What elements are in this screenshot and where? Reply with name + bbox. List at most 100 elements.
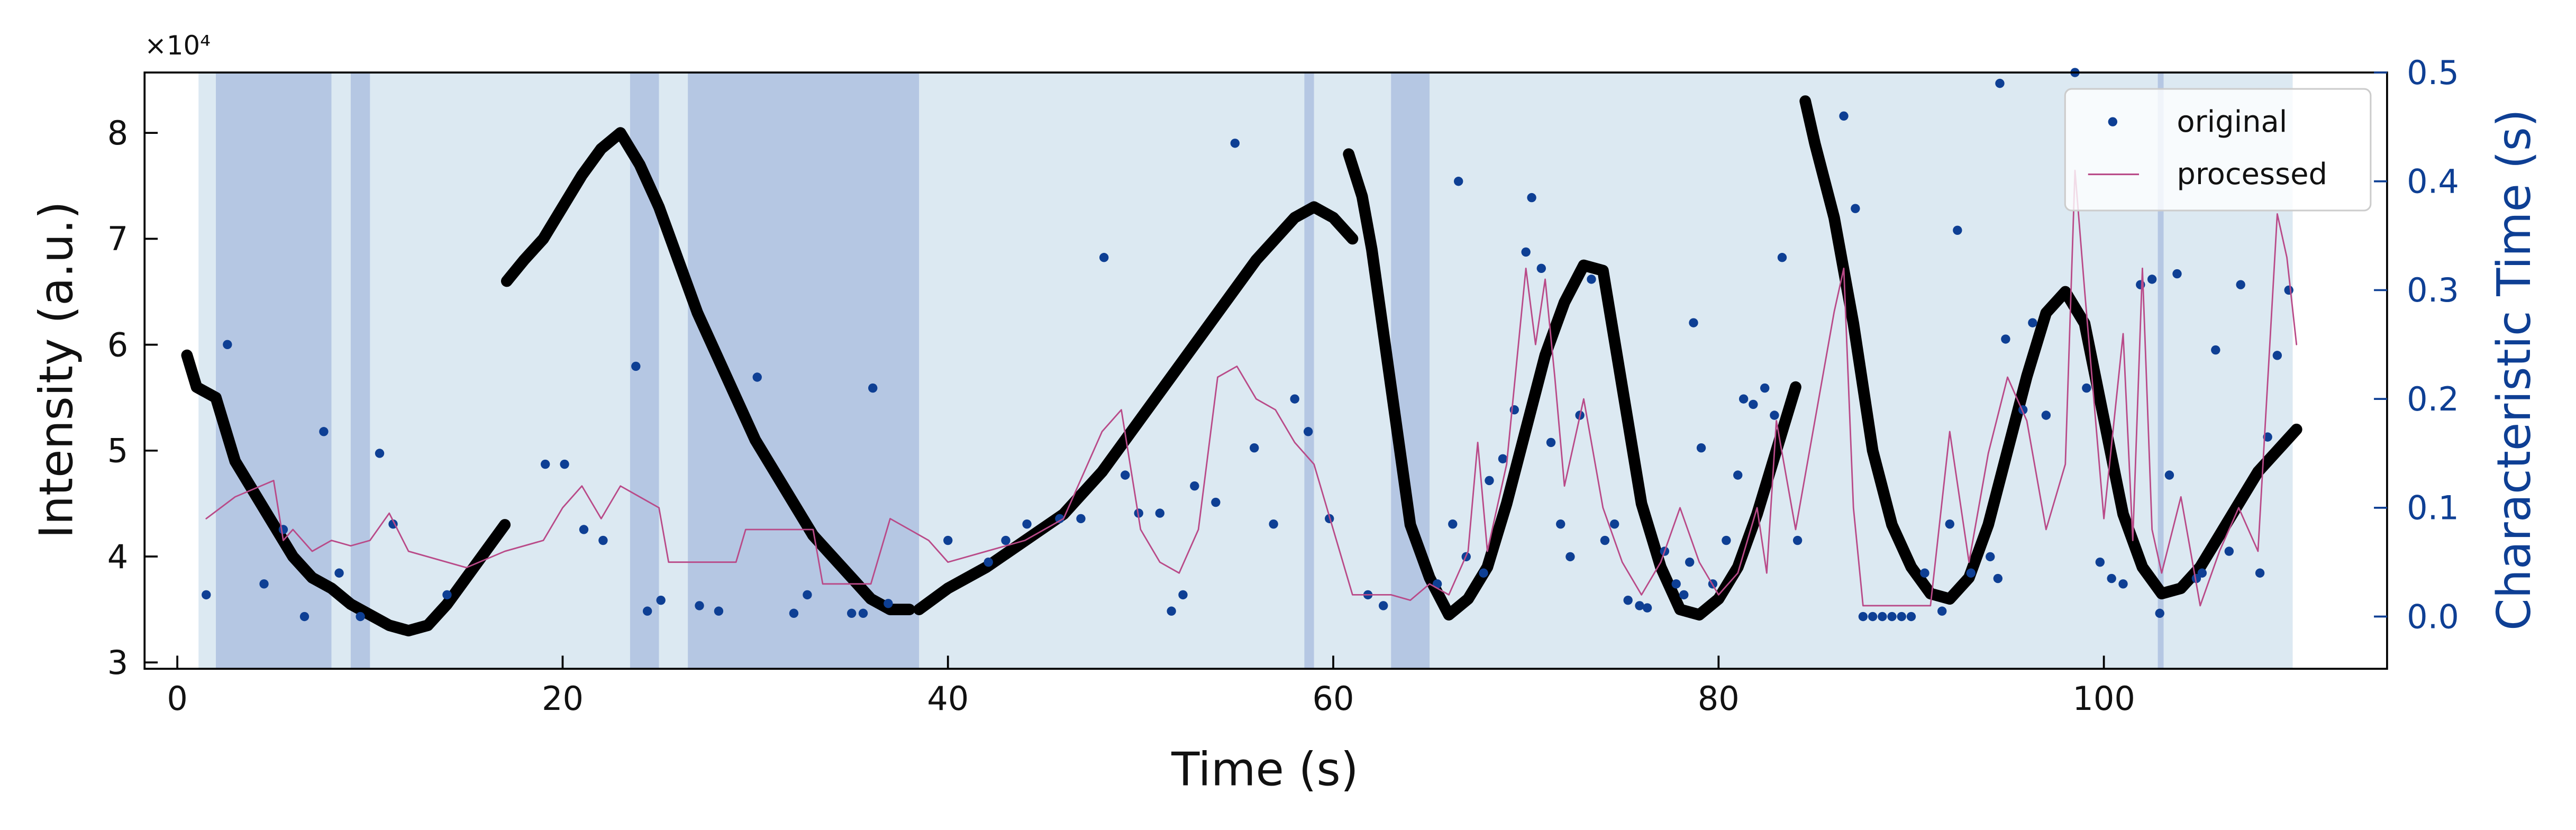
- data-point: [656, 595, 666, 605]
- data-point: [1600, 535, 1610, 545]
- y-tick-label: 4: [107, 537, 129, 576]
- y-offset-label: ×10⁴: [144, 30, 211, 61]
- data-point: [695, 601, 704, 610]
- data-point: [1738, 394, 1749, 404]
- data-point: [2147, 275, 2157, 284]
- data-point: [356, 612, 365, 622]
- data-point: [598, 535, 608, 545]
- data-point: [319, 427, 329, 436]
- data-point: [2197, 568, 2207, 578]
- data-point: [1749, 399, 1758, 409]
- data-point: [1851, 204, 1860, 213]
- y-tick-label: 3: [107, 643, 129, 682]
- data-point: [1995, 78, 2005, 88]
- highlight-span: [1304, 72, 1314, 669]
- data-point: [868, 383, 878, 393]
- data-point: [1986, 552, 1995, 562]
- data-point: [1379, 601, 1388, 610]
- data-point: [631, 361, 641, 371]
- x-tick-label: 20: [542, 679, 584, 718]
- data-point: [1055, 514, 1064, 524]
- data-point: [1966, 568, 1976, 578]
- data-point: [2107, 573, 2116, 583]
- data-point: [223, 340, 232, 349]
- plot-frame: [143, 71, 2388, 670]
- data-point: [1022, 519, 1032, 529]
- data-point: [1777, 253, 1787, 262]
- data-point: [1770, 411, 1779, 420]
- data-point: [1269, 519, 1278, 529]
- data-point: [1178, 590, 1188, 600]
- data-point: [1485, 476, 1494, 486]
- data-point: [1642, 603, 1652, 613]
- data-point: [984, 557, 993, 567]
- data-point: [1906, 612, 1916, 622]
- data-point: [1479, 568, 1488, 578]
- y-tick-label: 7: [107, 220, 129, 258]
- data-point: [2082, 383, 2091, 393]
- data-point: [1993, 573, 2003, 583]
- data-point: [1303, 427, 1313, 436]
- x-tick-label: 40: [927, 679, 969, 718]
- legend-label: original: [2177, 105, 2287, 139]
- data-point: [1099, 253, 1109, 262]
- data-point: [1679, 590, 1689, 600]
- data-point: [1868, 612, 1878, 622]
- data-point: [1733, 470, 1743, 480]
- data-point: [846, 608, 857, 618]
- y2-tick-label: 0.4: [2407, 162, 2459, 200]
- data-point: [2236, 280, 2245, 289]
- intensity-line: [181, 95, 2302, 637]
- data-point: [1167, 606, 1176, 616]
- data-point: [2095, 557, 2105, 567]
- data-point: [2155, 608, 2164, 618]
- data-point: [1587, 275, 1596, 284]
- data-point: [752, 372, 762, 382]
- data-point: [1001, 535, 1011, 545]
- data-point: [375, 449, 385, 458]
- legend-box: [2064, 88, 2372, 212]
- highlight-span: [2158, 72, 2164, 669]
- data-point: [2164, 470, 2174, 480]
- data-point: [579, 525, 589, 534]
- data-point: [1076, 514, 1086, 524]
- data-point: [2255, 568, 2265, 578]
- y2-tick-label: 0.5: [2407, 53, 2459, 92]
- data-point: [1211, 497, 1221, 507]
- highlight-span: [1391, 72, 1430, 669]
- data-point: [1121, 470, 1130, 480]
- data-point: [1839, 111, 1849, 121]
- data-point: [278, 525, 288, 534]
- data-point: [2041, 411, 2051, 420]
- data-point: [1623, 595, 1633, 605]
- data-point: [1722, 535, 1731, 545]
- y2-tick-label: 0.0: [2407, 597, 2459, 636]
- data-point: [1937, 606, 1947, 616]
- data-point: [1887, 612, 1897, 622]
- data-point: [299, 612, 310, 622]
- highlight-span: [350, 72, 370, 669]
- background-span: [198, 72, 2293, 669]
- x-tick-label: 0: [167, 679, 188, 718]
- y2-tick-label: 0.3: [2407, 271, 2459, 309]
- data-point: [2272, 351, 2282, 360]
- data-point: [1546, 437, 1556, 448]
- data-point: [1155, 508, 1164, 518]
- data-point: [1498, 454, 1508, 463]
- y2-tick-label: 0.1: [2407, 489, 2459, 527]
- data-point: [2211, 345, 2220, 355]
- x-tick-label: 60: [1313, 679, 1354, 718]
- data-point: [1521, 247, 1531, 257]
- y2-tick-label: 0.2: [2407, 380, 2459, 418]
- data-point: [1858, 612, 1868, 622]
- data-point: [2001, 334, 2010, 344]
- data-point: [1671, 579, 1681, 589]
- x-tick-label: 80: [1698, 679, 1740, 718]
- y2-axis-label: Characteristic Time (s): [2487, 109, 2541, 631]
- data-point: [2118, 579, 2128, 589]
- data-point: [540, 459, 550, 469]
- data-point: [2224, 546, 2234, 556]
- data-point: [1190, 481, 1199, 491]
- data-point: [1230, 139, 1240, 148]
